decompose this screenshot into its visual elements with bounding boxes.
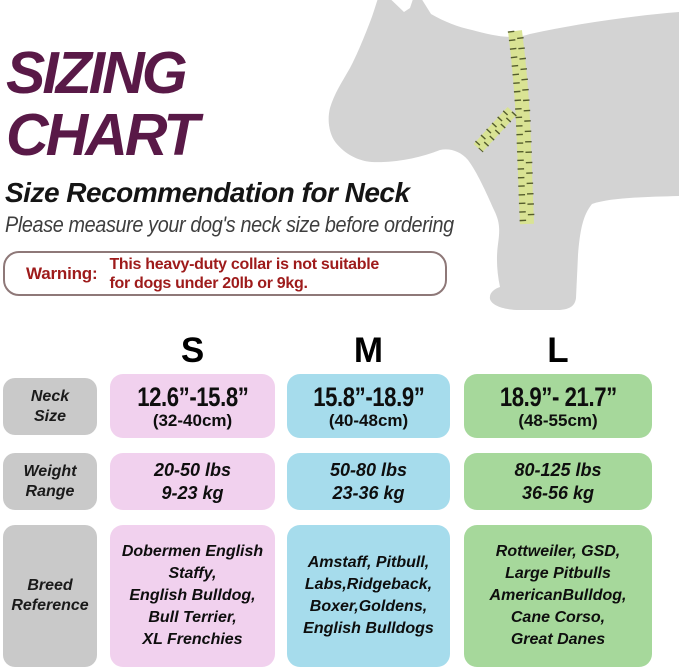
- breed-text-m: Amstaff, Pitbull, Labs,Ridgeback, Boxer,…: [303, 554, 434, 637]
- warning-box: Warning: This heavy-duty collar is not s…: [3, 251, 447, 296]
- neck-range-inches-m: 15.8”-18.9”: [312, 381, 425, 412]
- neck-range-cm-l: (48-55cm): [518, 410, 598, 430]
- neck-range-cm-s: (32-40cm): [152, 410, 233, 430]
- neck-size-cell-l: 18.9”- 21.7” (48-55cm): [464, 374, 652, 438]
- weight-text-s: 20-50 lbs 9-23 kg: [153, 459, 232, 503]
- dog-silhouette: [328, 0, 679, 310]
- breed-text-s: Dobermen English Staffy, English Bulldog…: [121, 543, 264, 648]
- page-title: SIZING CHART: [6, 40, 199, 168]
- weight-cell-l: 80-125 lbs 36-56 kg: [464, 453, 652, 510]
- breed-text-l: Rottweiler, GSD, Large Pitbulls American…: [489, 543, 627, 648]
- row-label-weight-range: Weight Range: [3, 453, 97, 510]
- breed-cell-l: Rottweiler, GSD, Large Pitbulls American…: [464, 525, 652, 667]
- neck-range-inches-l: 18.9”- 21.7”: [499, 381, 617, 412]
- warning-label: Warning:: [26, 263, 98, 283]
- breed-cell-s: Dobermen English Staffy, English Bulldog…: [110, 525, 275, 667]
- row-label-breed-reference: Breed Reference: [3, 525, 97, 667]
- neck-size-cell-m: 15.8”-18.9” (40-48cm): [287, 374, 450, 438]
- column-header-l: L: [547, 331, 569, 370]
- neck-size-cell-s: 12.6”-15.8” (32-40cm): [110, 374, 275, 438]
- weight-text-m: 50-80 lbs 23-36 kg: [329, 459, 408, 503]
- measuring-tape-icon: [473, 30, 535, 225]
- measure-note: Please measure your dog's neck size befo…: [5, 212, 454, 237]
- title-line-1: SIZING: [6, 40, 188, 106]
- warning-message: This heavy-duty collar is not suitable f…: [109, 255, 379, 292]
- subtitle: Size Recommendation for Neck: [5, 177, 410, 208]
- row-label-neck-size: Neck Size: [3, 378, 97, 435]
- title-line-2: CHART: [6, 102, 199, 168]
- neck-range-cm-m: (40-48cm): [328, 410, 409, 430]
- column-header-m: M: [353, 331, 384, 370]
- neck-range-inches-s: 12.6”-15.8”: [136, 381, 249, 412]
- breed-cell-m: Amstaff, Pitbull, Labs,Ridgeback, Boxer,…: [287, 525, 450, 667]
- weight-cell-m: 50-80 lbs 23-36 kg: [287, 453, 450, 510]
- weight-text-l: 80-125 lbs 36-56 kg: [514, 459, 602, 503]
- column-header-s: S: [180, 331, 205, 370]
- weight-cell-s: 20-50 lbs 9-23 kg: [110, 453, 275, 510]
